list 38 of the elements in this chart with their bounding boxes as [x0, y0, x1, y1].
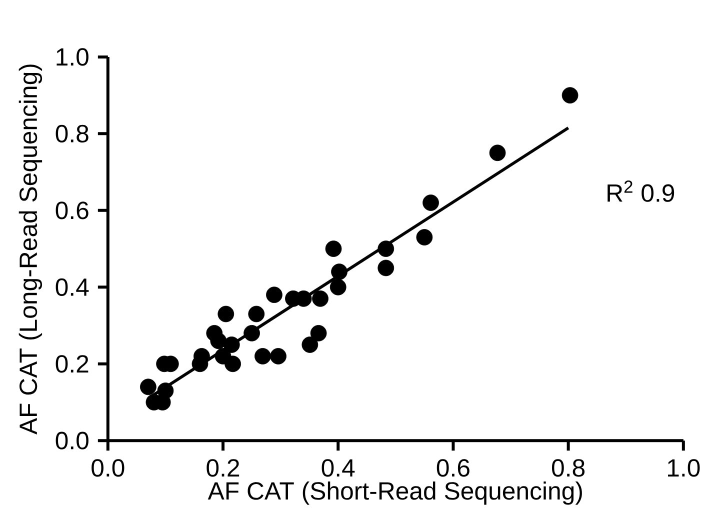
point [312, 290, 328, 308]
point [310, 325, 327, 342]
point [416, 229, 433, 246]
point [224, 356, 241, 372]
point [157, 382, 174, 400]
point [248, 306, 265, 322]
y-tick-label: 0.2 [56, 355, 88, 373]
point [378, 260, 394, 276]
point [223, 336, 240, 354]
x-tick-label: 0.6 [436, 459, 470, 477]
y-axis-title: AF CAT (Long-Read Sequencing) [18, 64, 42, 435]
point [244, 325, 260, 342]
x-axis-title: AF CAT (Short-Read Sequencing) [208, 482, 582, 505]
point [140, 378, 156, 396]
point [331, 264, 348, 280]
point [210, 332, 227, 350]
x-tick-label: 1.0 [668, 459, 700, 477]
point [489, 144, 506, 162]
point [302, 336, 318, 354]
point [270, 348, 286, 365]
point [218, 306, 234, 322]
point [378, 240, 394, 258]
x-tick-label: 0.4 [322, 459, 355, 477]
y-tick-label: 0.6 [56, 202, 88, 220]
y-tick-label: 0.8 [56, 125, 88, 143]
point [254, 348, 271, 365]
point [330, 279, 346, 296]
x-tick-label: 0.0 [92, 459, 124, 477]
y-tick-label: 0.4 [56, 278, 89, 296]
annotation: R$^{2}$ 0.9 [608, 180, 674, 202]
y-tick-label: 1.0 [56, 48, 88, 66]
point [325, 240, 342, 258]
point [562, 87, 578, 104]
x-tick-label: 0.2 [206, 459, 240, 477]
point [422, 194, 439, 212]
point [266, 286, 282, 304]
x-tick-label: 0.8 [552, 459, 585, 477]
y-tick-label: 0.0 [56, 432, 88, 450]
